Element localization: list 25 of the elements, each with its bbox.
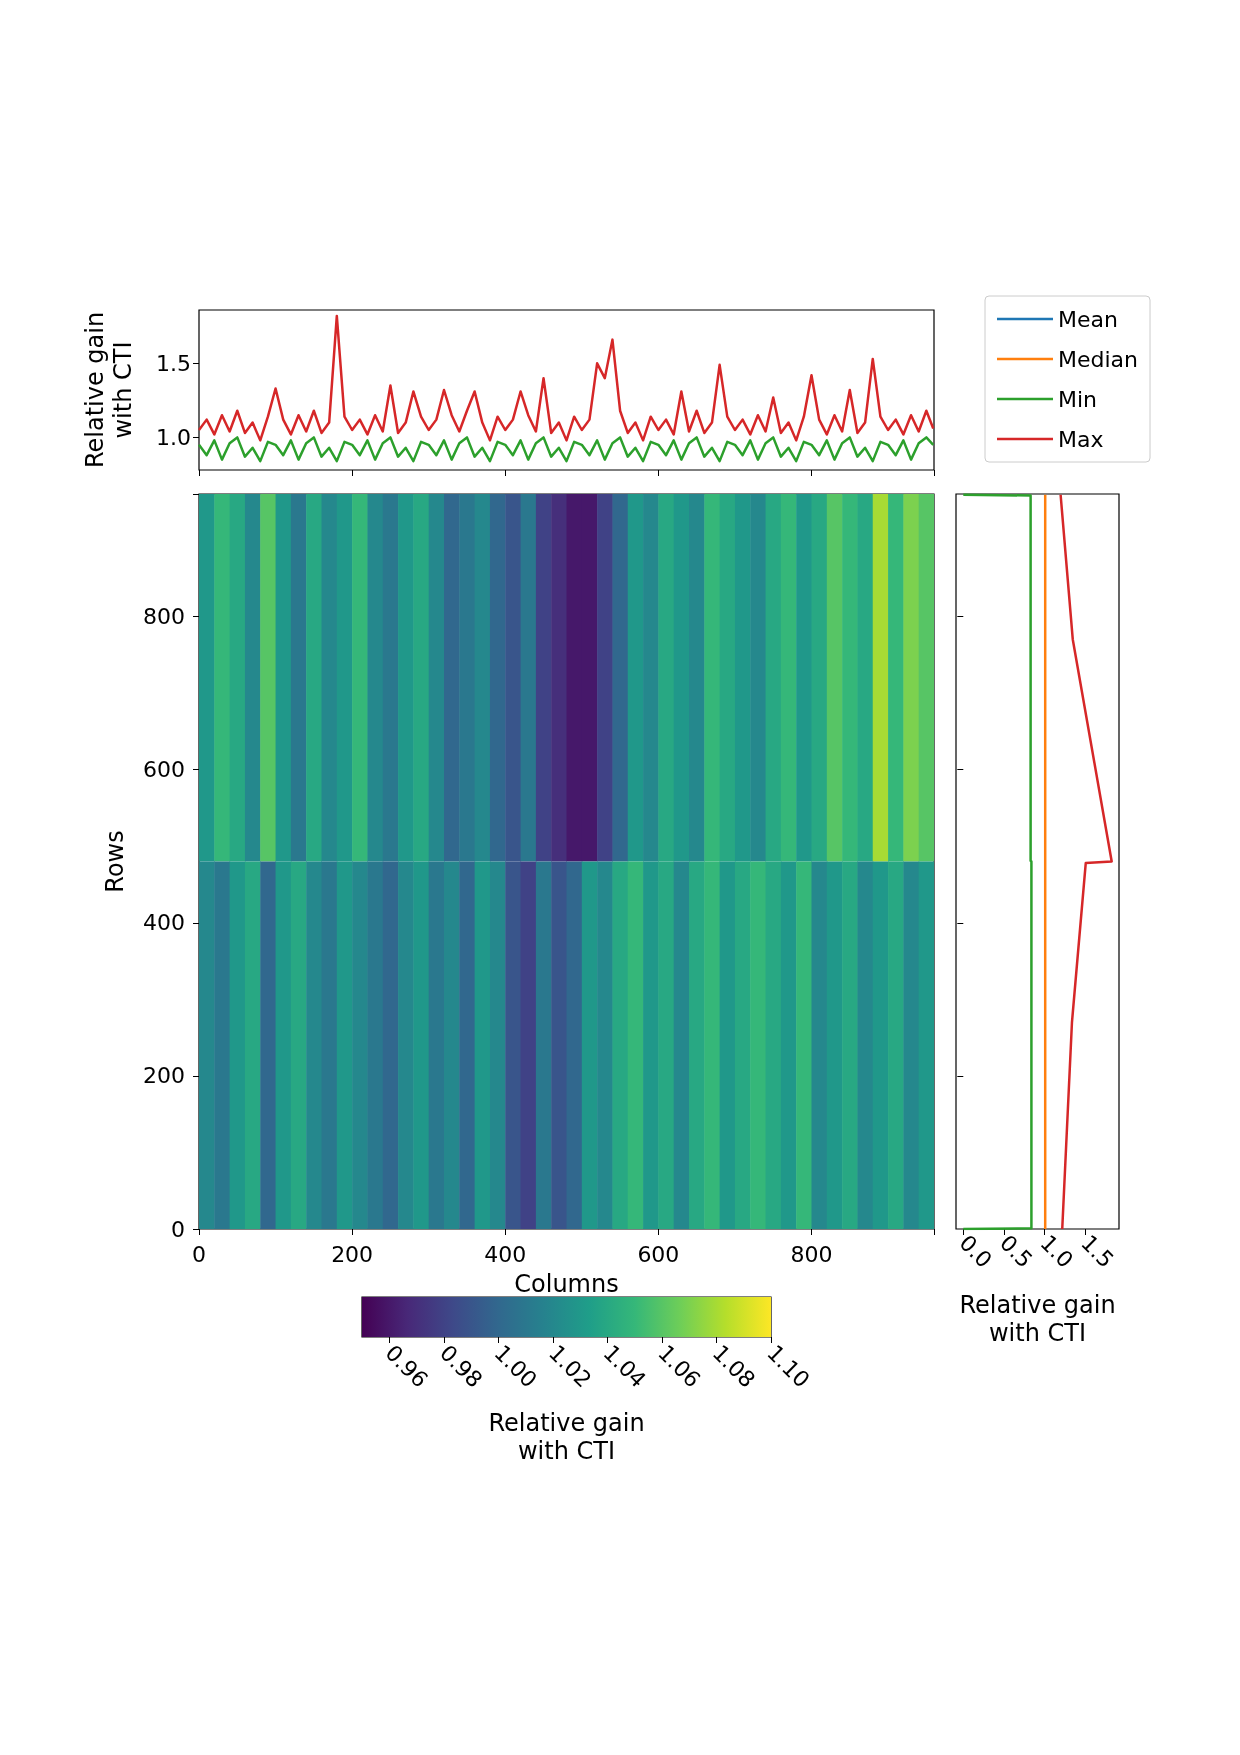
y-tick-label: 800 (143, 604, 185, 629)
x-axis-title: Columns (514, 1269, 619, 1298)
x-tick-label: 1.5 (1076, 1230, 1119, 1273)
y-tick-label: 1.5 (156, 350, 191, 376)
x-tick-label: 0.0 (954, 1230, 997, 1273)
x-tick-label: 0.5 (995, 1230, 1038, 1273)
x-tick-label: 800 (790, 1241, 833, 1267)
y-tick-label: 600 (143, 757, 185, 783)
y-tick-label: 200 (143, 1063, 185, 1089)
line-series (197, 436, 935, 463)
color-bar-title: Relative gain with CTI (488, 1409, 645, 1465)
x-tick-label: 1.0 (1035, 1230, 1078, 1273)
legend-label: Mean (1058, 306, 1118, 332)
y-tick-label: 400 (143, 910, 185, 936)
y-axis-title: Relative gain with CTI (81, 311, 137, 469)
y-axis-title: Rows (101, 830, 129, 893)
x-tick-label: 400 (484, 1241, 527, 1267)
x-tick-label: 600 (637, 1241, 680, 1267)
legend-label: Max (1058, 426, 1104, 452)
y-tick-label: 1.0 (156, 424, 191, 450)
legend-label: Min (1058, 386, 1098, 412)
legend-label: Median (1058, 346, 1139, 372)
line-series (197, 314, 935, 442)
x-axis-title: Relative gain with CTI (959, 1291, 1116, 1347)
x-tick-label: 200 (331, 1241, 374, 1267)
